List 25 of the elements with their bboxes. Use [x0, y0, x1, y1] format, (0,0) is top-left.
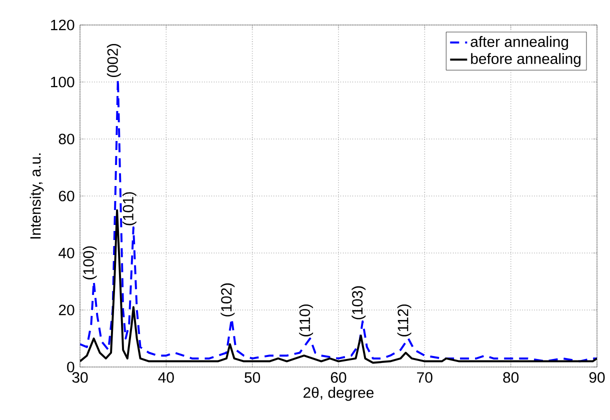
- x-tick-label: 80: [503, 372, 519, 383]
- annotation: (100): [82, 246, 97, 280]
- y-tick-label: 20: [58, 304, 74, 316]
- x-tick-label: 40: [158, 372, 174, 383]
- annotation: (102): [220, 283, 235, 316]
- annotation: (101): [122, 192, 136, 226]
- annotation: (103): [352, 286, 366, 320]
- y-tick-label: 40: [58, 248, 74, 258]
- y-tick-label: 80: [58, 134, 74, 144]
- x-axis-title: 2θ, degree: [304, 386, 374, 401]
- annotation: (110): [299, 304, 314, 336]
- legend-label: before annealing: [471, 53, 580, 67]
- x-tick-label: 90: [589, 372, 605, 383]
- x-tick-label: 60: [330, 372, 346, 383]
- y-tick-label: 100: [51, 76, 74, 88]
- y-axis-title: Intensity, a.u.: [30, 153, 44, 239]
- legend-label: after annealing: [470, 36, 568, 50]
- x-tick-label: 30: [72, 372, 88, 383]
- annotation: (002): [106, 44, 121, 78]
- y-tick-label: 120: [51, 20, 74, 30]
- y-tick-label: 60: [58, 190, 74, 202]
- y-tick-label: 0: [67, 362, 74, 372]
- annotation: (112): [397, 304, 412, 336]
- x-tick-label: 70: [417, 372, 432, 383]
- x-tick-label: 50: [244, 372, 260, 383]
